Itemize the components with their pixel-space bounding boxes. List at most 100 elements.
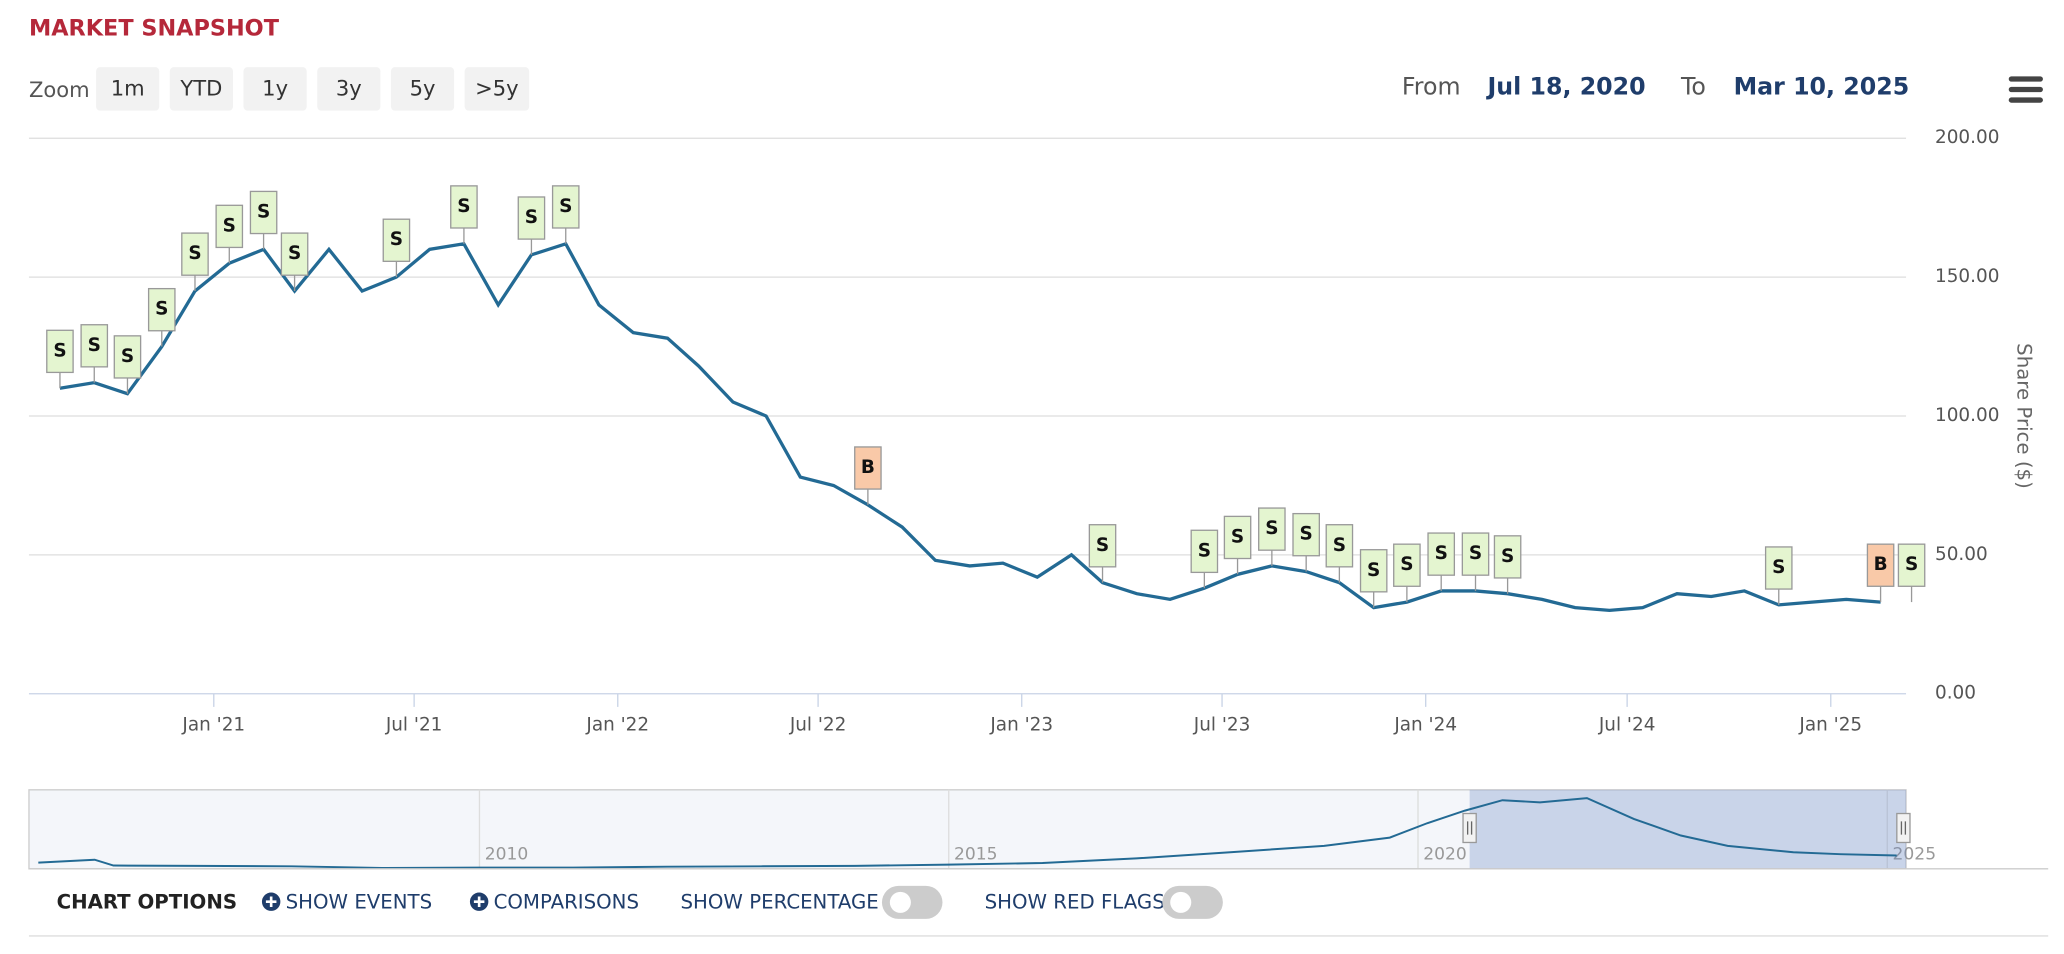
flag-label: S [525,207,538,228]
flag-box [854,446,882,490]
button-bg [96,67,160,111]
zoom-button[interactable]: >5y [464,67,530,111]
event-flag[interactable]: S [113,335,142,394]
event-flag[interactable]: S [1764,546,1793,605]
flag-box [382,218,411,262]
flag-label: S [1501,546,1514,567]
y-tick-label: 200.00 [1935,127,1999,148]
flag-box [215,204,244,249]
event-flag[interactable]: S [517,196,546,255]
flag-box [249,190,278,235]
x-tick-label: Jul '21 [385,714,443,735]
event-flag[interactable]: B [1866,543,1895,603]
plus-sign [265,896,277,907]
event-flag[interactable]: B [854,446,882,505]
flag-label: B [1874,554,1888,575]
flag-label: S [457,196,470,217]
flag-box [1190,529,1219,574]
handle-grip [1900,821,1907,835]
flag-box [1866,543,1895,587]
navigator-line [38,797,1897,870]
from-date[interactable]: Jul 18, 2020 [1485,73,1645,101]
button-bg [243,67,307,111]
event-flag[interactable]: S [181,232,209,292]
flag-box [113,335,142,379]
event-flag[interactable]: S [1325,524,1354,583]
flag-label: S [390,229,403,250]
flag-label: S [1096,535,1109,556]
x-tick-label: Jul '22 [789,714,847,735]
flag-box [450,185,478,229]
flag-label: S [1367,560,1380,581]
navigator: 2010 2015 2020 2025 [28,789,2049,870]
y-tick-label: 100.00 [1935,405,1999,426]
flag-label: S [88,335,101,356]
event-flag[interactable]: S [249,190,278,250]
button-label: YTD [179,76,222,101]
to-label: To [1680,73,1706,101]
show-events[interactable]: SHOW EVENTS [261,891,432,914]
button-label: >5y [475,76,518,101]
event-flag[interactable]: S [1493,535,1522,594]
flag-label: B [861,457,875,478]
event-flag[interactable]: S [1427,532,1456,591]
x-tick-label: Jan '22 [585,714,649,735]
event-flag[interactable]: S [551,185,580,244]
flag-box [1461,532,1490,576]
red-flags-toggle[interactable] [1162,885,1223,919]
flag-label: S [1265,518,1278,539]
flag-label: S [288,243,301,264]
zoom-button[interactable]: 3y [317,67,381,111]
event-flag[interactable]: S [46,329,74,389]
x-tick-label: Jul '24 [1598,714,1656,735]
zoom-button[interactable]: 1m [96,67,160,111]
event-flag[interactable]: S [382,218,411,278]
flag-label: S [1469,543,1482,564]
widget-title: MARKET SNAPSHOT [29,15,280,41]
event-flag[interactable]: S [1292,512,1320,572]
percentage-toggle[interactable] [881,885,943,919]
event-flag[interactable]: S [1190,529,1219,589]
button-bg [317,67,381,111]
zoom-button[interactable]: 5y [390,67,455,111]
flag-label: S [1333,535,1346,556]
flag-box [1764,546,1793,590]
flag-label: S [223,215,236,236]
event-flag[interactable]: S [450,185,478,244]
event-flag[interactable]: S [280,232,309,292]
event-flag[interactable]: S [215,204,244,264]
navigator-tick-label: 2015 [954,844,998,864]
zoom-button[interactable]: YTD [169,67,233,111]
zoom-button[interactable]: 1y [243,67,307,111]
event-flag[interactable]: S [1897,543,1926,603]
button-bg [390,67,455,111]
event-flag[interactable]: S [1461,532,1490,591]
to-date[interactable]: Mar 10, 2025 [1734,73,1910,101]
flag-box [551,185,580,229]
event-flag[interactable]: S [1088,524,1117,583]
event-flag[interactable]: S [1393,543,1421,603]
event-flag[interactable]: S [1258,507,1286,566]
flag-label: S [1400,554,1413,575]
navigator-bg [28,789,1907,870]
event-flag[interactable]: S [147,287,176,347]
event-flag[interactable]: S [1223,515,1252,575]
navigator-handle[interactable] [1896,812,1911,844]
flag-box [46,329,74,374]
comparisons[interactable]: COMPARISONS [469,891,639,914]
flag-box [280,232,309,276]
navigator-handle[interactable] [1462,812,1477,844]
event-flag[interactable]: S [1359,549,1388,608]
flag-box [1292,512,1320,557]
event-flag[interactable]: S [80,324,109,383]
button-label: 1m [111,76,145,101]
flag-label: S [1905,554,1918,575]
button-bg [464,67,530,111]
handle-grip [1466,821,1473,835]
button-bg [169,67,233,111]
menu-icon[interactable] [2008,76,2043,103]
show-red-flags-label: SHOW RED FLAGS [985,891,1165,914]
navigator-tick-label: 2025 [1893,844,1937,864]
